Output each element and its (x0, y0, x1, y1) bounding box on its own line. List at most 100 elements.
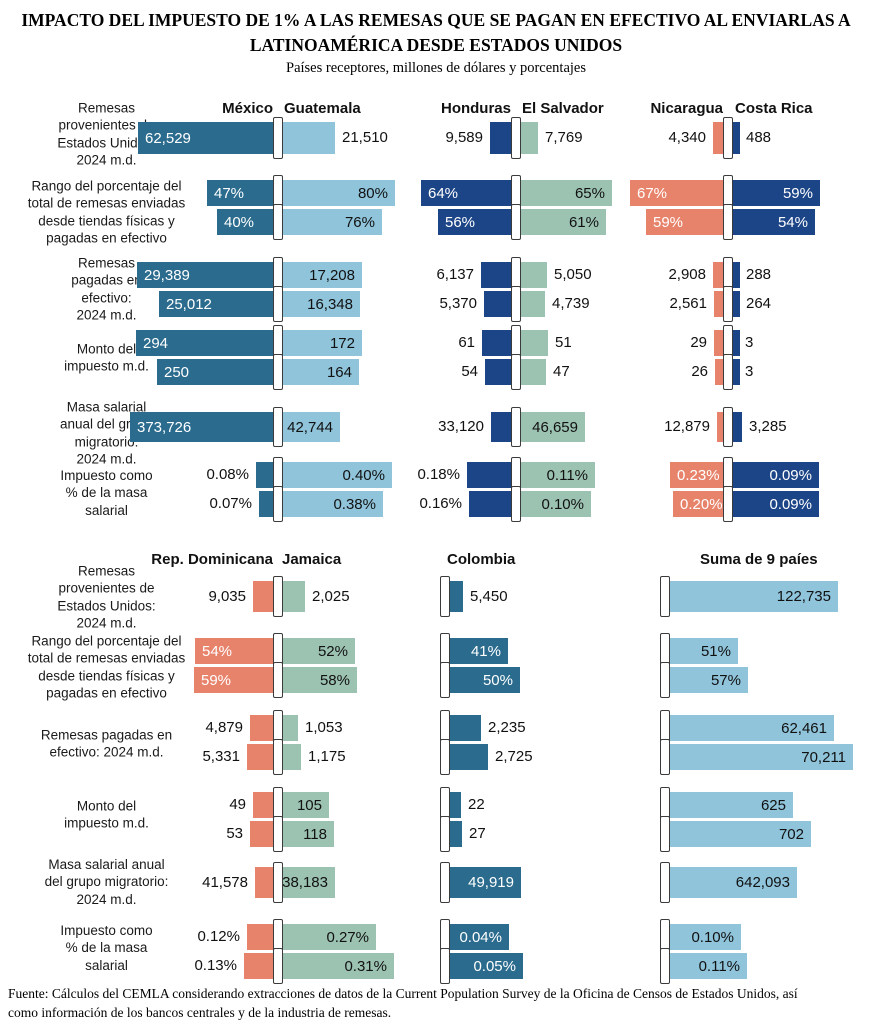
bar-right (450, 744, 488, 770)
bar-right (521, 262, 547, 288)
bar-left-value-in: 0.23% (670, 462, 723, 488)
bar-left-value: 0.07% (209, 495, 252, 512)
axis-marker (440, 739, 450, 775)
country-header: Costa Rica (735, 100, 813, 117)
bar-left-value: 9,589 (445, 129, 483, 146)
source-note: Fuente: Cálculos del CEMLA considerando … (8, 986, 798, 1020)
bar-right-value-in: 50% (450, 667, 520, 693)
bar-right-value-in: 0.11% (670, 953, 747, 979)
bar-right-value: 7,769 (545, 129, 583, 146)
bar-left-value-in: 56% (438, 209, 511, 235)
bar-right (450, 821, 462, 847)
bar-left (482, 330, 511, 356)
bar-right-value-in: 42,744 (283, 412, 340, 442)
bar-left-value: 5,331 (202, 748, 240, 765)
bar-left (714, 330, 723, 356)
bar-left-value: 26 (691, 363, 708, 380)
bar-right-value-in: 172 (283, 330, 362, 356)
bar-right-value-in: 0.04% (450, 924, 509, 950)
axis-marker (511, 486, 521, 522)
axis-marker (273, 816, 283, 852)
bar-right-value-in: 0.40% (283, 462, 392, 488)
bar-left (491, 412, 511, 442)
axis-marker (273, 662, 283, 698)
bar-left-value: 49 (229, 796, 246, 813)
axis-marker (440, 816, 450, 852)
bar-right (733, 262, 740, 288)
bar-left (256, 462, 273, 488)
bar-right-value: 21,510 (342, 129, 388, 146)
bar-right-value-in: 65% (521, 180, 612, 206)
bar-right (733, 330, 740, 356)
bar-left-value-in: 67% (630, 180, 723, 206)
row-label: Monto del impuesto m.d. (64, 341, 149, 374)
bar-right-value: 488 (746, 129, 772, 146)
bar-left-value: 5,370 (439, 295, 477, 312)
bar-left-value-in: 29,389 (137, 262, 273, 288)
row-label: Impuesto como % de la masa salarial (60, 923, 153, 973)
bar-left-value: 0.13% (194, 957, 237, 974)
bar-left-value: 0.12% (197, 928, 240, 945)
bar-right-value: 264 (746, 295, 772, 312)
axis-marker (511, 354, 521, 390)
country-header: México (222, 100, 273, 117)
axis-marker (511, 286, 521, 322)
bar-right-value-in: 0.38% (283, 491, 383, 517)
bar-right-value: 3 (745, 334, 754, 351)
bar-left-value: 0.16% (419, 495, 462, 512)
bar-left (247, 924, 273, 950)
bar-left-value-in: 294 (136, 330, 273, 356)
bar-right-value: 3 (745, 363, 754, 380)
bar-left-value: 2,561 (669, 295, 707, 312)
axis-marker (660, 576, 670, 617)
axis-marker (273, 204, 283, 240)
axis-marker (511, 204, 521, 240)
bar-right (733, 122, 740, 154)
axis-marker (273, 739, 283, 775)
bar-left-value: 0.08% (206, 466, 249, 483)
bar-left-value-in: 373,726 (130, 412, 273, 442)
bar-left (253, 581, 273, 612)
bar-right-value-in: 61% (521, 209, 606, 235)
bar-right-value-in: 76% (283, 209, 382, 235)
bar-right-value-in: 59% (733, 180, 820, 206)
bar-left-value-in: 59% (194, 667, 273, 693)
country-header: El Salvador (522, 100, 604, 117)
bar-right-value-in: 16,348 (283, 291, 360, 317)
bar-right-value-in: 702 (670, 821, 811, 847)
bar-right-value-in: 58% (283, 667, 357, 693)
axis-marker (660, 739, 670, 775)
page-title: IMPACTO DEL IMPUESTO DE 1% A LAS REMESAS… (21, 10, 851, 56)
bar-left (255, 867, 273, 898)
row-label: Remesas provenientes de Estados Unidos: … (57, 563, 156, 631)
bar-left-value: 61 (458, 334, 475, 351)
axis-marker (723, 204, 733, 240)
bar-right-value: 27 (469, 825, 486, 842)
bar-right-value-in: 38,183 (282, 867, 335, 898)
bar-left-value: 6,137 (436, 266, 474, 283)
row-label: Remesas pagadas en efectivo: 2024 m.d. (40, 727, 173, 760)
axis-marker (660, 862, 670, 903)
country-header: Jamaica (282, 551, 342, 568)
bar-right (283, 744, 301, 770)
axis-marker (723, 407, 733, 447)
bar-right-value: 51 (555, 334, 572, 351)
bar-right (283, 122, 335, 154)
bar-right-value-in: 122,735 (670, 581, 838, 612)
axis-marker (440, 576, 450, 617)
row-label: Rango del porcentaje del total de remesa… (27, 633, 186, 701)
bar-left (250, 715, 273, 741)
axis-marker (273, 862, 283, 903)
axis-marker (723, 486, 733, 522)
bar-right-value-in: 54% (733, 209, 815, 235)
bar-left-value-in: 47% (207, 180, 273, 206)
axis-marker (440, 862, 450, 903)
bar-left (467, 462, 511, 488)
bar-right-value-in: 51% (670, 638, 738, 664)
axis-marker (273, 286, 283, 322)
bar-left (469, 491, 511, 517)
bar-right-value-in: 57% (670, 667, 748, 693)
axis-marker (440, 662, 450, 698)
